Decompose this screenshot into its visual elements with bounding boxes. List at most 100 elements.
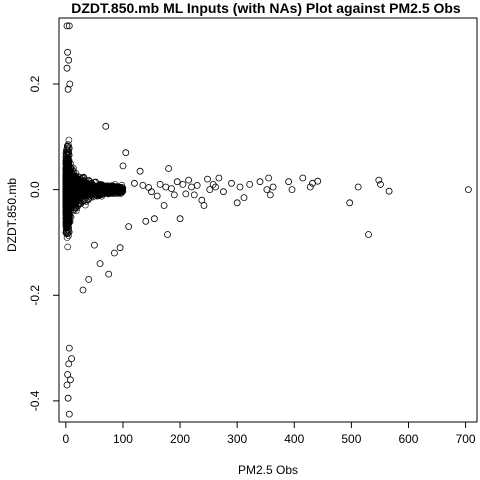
data-point (80, 192, 87, 200)
x-tick-label: 600 (398, 432, 418, 446)
data-point (116, 244, 124, 252)
data-point (67, 160, 74, 167)
data-point (65, 223, 72, 231)
data-point (176, 215, 184, 223)
data-point (62, 184, 70, 192)
data-point (65, 22, 73, 30)
data-point (87, 194, 95, 201)
data-point (64, 189, 71, 197)
data-point (130, 179, 138, 187)
data-point (246, 180, 254, 188)
data-point (64, 48, 71, 56)
data-point (85, 184, 92, 192)
data-point (142, 217, 150, 225)
data-point (96, 192, 103, 199)
data-point (365, 231, 372, 238)
data-point (65, 197, 72, 204)
data-point (63, 230, 70, 237)
data-point (110, 185, 118, 192)
data-point (228, 179, 235, 187)
data-point (193, 181, 201, 189)
data-point (240, 194, 248, 202)
data-point (464, 186, 472, 194)
data-point (74, 202, 82, 210)
data-point (67, 192, 75, 199)
data-point (179, 180, 187, 188)
data-point (150, 215, 158, 223)
data-point (96, 183, 104, 191)
data-point (148, 188, 155, 196)
data-point (263, 186, 271, 194)
data-point (256, 178, 264, 186)
data-point (63, 22, 71, 30)
data-point (62, 156, 70, 164)
data-point (136, 167, 144, 175)
y-tick-label: 0.2 (28, 75, 42, 92)
data-point (62, 229, 70, 236)
data-point (74, 175, 81, 183)
data-point (65, 213, 73, 220)
data-point (103, 186, 110, 193)
data-point (63, 174, 70, 182)
plot-frame (58, 17, 478, 423)
data-point (182, 190, 190, 198)
data-point (63, 200, 71, 207)
data-point (145, 184, 153, 191)
data-point (70, 169, 77, 177)
data-point (62, 149, 70, 156)
data-point (63, 222, 70, 229)
data-point (385, 187, 393, 195)
data-point (79, 286, 87, 294)
data-point (125, 223, 133, 231)
data-point (67, 204, 75, 212)
x-axis: 0 100 200 300 400 500 600 700 (63, 421, 476, 446)
data-point (220, 188, 227, 196)
data-point (62, 208, 70, 216)
data-point (85, 275, 93, 283)
data-point (65, 141, 72, 148)
data-point (105, 270, 113, 278)
data-point (206, 186, 214, 194)
data-point (97, 182, 105, 190)
data-point (63, 156, 70, 163)
data-point (73, 196, 80, 204)
data-point (190, 191, 198, 199)
data-point (64, 85, 72, 93)
chart-title: DZDT.850.mb ML Inputs (with NAs) Plot ag… (71, 0, 461, 16)
data-point (156, 180, 164, 188)
data-points (63, 22, 472, 418)
x-tick-label: 100 (113, 432, 133, 446)
data-point (212, 183, 219, 191)
y-axis: -0.4 -0.2 0.0 0.2 (28, 75, 60, 411)
data-point (119, 188, 126, 196)
data-point (91, 241, 98, 249)
data-point (118, 186, 126, 193)
data-point (314, 177, 322, 185)
data-point (170, 191, 178, 199)
data-point (76, 194, 84, 202)
data-point (111, 249, 118, 257)
data-point (354, 183, 362, 191)
data-point (76, 173, 83, 181)
data-point (65, 410, 73, 418)
data-point (63, 166, 70, 174)
data-point (102, 122, 110, 130)
y-axis-label: DZDT.850.mb (5, 178, 19, 252)
data-point (160, 202, 168, 209)
data-point (164, 231, 171, 238)
data-point (215, 174, 223, 182)
data-point (173, 178, 181, 186)
data-point (233, 199, 241, 207)
data-point (67, 376, 74, 384)
data-point (62, 197, 70, 205)
data-point (65, 143, 73, 151)
data-point (65, 56, 73, 64)
data-point (70, 167, 77, 175)
data-point (65, 136, 73, 144)
data-point (288, 186, 296, 194)
data-point (306, 183, 314, 191)
y-tick-label: 0.0 (28, 181, 42, 198)
data-point (266, 191, 274, 199)
data-point (92, 178, 100, 186)
data-point (377, 180, 384, 188)
